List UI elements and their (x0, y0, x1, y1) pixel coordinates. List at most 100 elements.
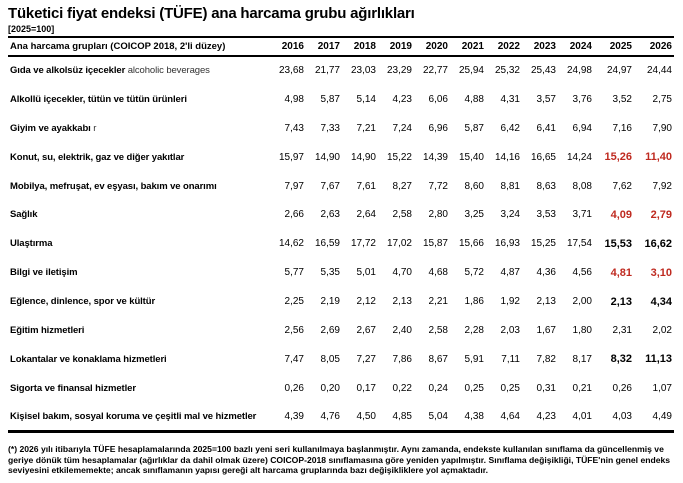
value-cell: 8,81 (500, 180, 520, 192)
value-cell: 24,97 (606, 65, 632, 77)
value-cell: 7,43 (284, 122, 304, 134)
row-label-main: Lokantalar ve konaklama hizmetleri (10, 353, 167, 365)
year-header: 2020 (414, 36, 450, 57)
year-header: 2022 (486, 36, 522, 57)
value-cell: 24,98 (566, 65, 592, 77)
value-cell: 2,67 (356, 324, 376, 336)
value-cell: 0,25 (464, 382, 484, 394)
row-label: Eğlence, dinlence, spor ve kültür (8, 287, 270, 316)
row-label-main: Gıda ve alkolsüz içecekler (10, 65, 126, 77)
value-cell: 4,38 (450, 402, 486, 434)
value-cell: 7,92 (652, 180, 672, 192)
value-cell: 5,91 (464, 353, 484, 365)
page-title: Tüketici fiyat endeksi (TÜFE) ana harcam… (8, 5, 415, 22)
value-cell: 5,14 (356, 93, 376, 105)
value-cell: 16,62 (644, 237, 672, 250)
table-row: Ulaştırma 14,62 16,59 17,72 17,02 15,87 15,66 1… (8, 229, 674, 258)
value-cell: 4,09 (610, 208, 632, 221)
value-cell: 14,62 (278, 238, 304, 250)
value-cell: 4,85 (378, 402, 414, 434)
value-cell: 4,98 (284, 93, 304, 105)
row-label-main: Kişisel bakım, sosyal koruma ve çeşitli … (10, 410, 257, 422)
year-header: 2019 (378, 36, 414, 57)
table-row: Lokantalar ve konaklama hizmetleri 7,47 8,… (8, 345, 674, 374)
value-cell: 3,25 (464, 209, 484, 221)
value-cell: 8,17 (572, 353, 592, 365)
value-cell: 2,13 (610, 295, 632, 308)
value-cell: 0,26 (284, 382, 304, 394)
value-cell: 3,52 (612, 93, 632, 105)
row-label-main: Giyim ve ayakkabı (10, 122, 91, 134)
row-label: Mobilya, mefruşat, ev eşyası, bakım ve o… (8, 172, 270, 201)
value-cell: 14,24 (566, 151, 592, 163)
row-label-main: Sigorta ve finansal hizmetler (10, 382, 136, 394)
row-label-main: Alkollü içecekler, tütün ve tütün ürünle… (10, 93, 187, 105)
row-label: Lokantalar ve konaklama hizmetleri (8, 345, 270, 374)
value-cell: 15,53 (604, 237, 632, 250)
value-cell: 4,23 (522, 402, 558, 434)
value-cell: 2,02 (652, 324, 672, 336)
value-cell: 14,16 (494, 151, 520, 163)
value-cell: 7,27 (356, 353, 376, 365)
value-cell: 22,77 (422, 65, 448, 77)
value-cell: 4,81 (610, 266, 632, 279)
value-cell: 6,41 (536, 122, 556, 134)
table-row: Eğlence, dinlence, spor ve kültür 2,25 2,1… (8, 287, 674, 316)
weights-table: Ana harcama grupları (COICOP 2018, 2'li … (8, 36, 674, 434)
value-cell: 8,63 (536, 180, 556, 192)
value-cell: 23,03 (350, 65, 376, 77)
value-cell: 4,01 (558, 402, 594, 434)
value-cell: 4,03 (594, 402, 634, 434)
value-cell: 11,13 (645, 353, 672, 366)
table-row: Alkollü içecekler, tütün ve tütün ürünle… (8, 85, 674, 114)
value-cell: 16,93 (494, 238, 520, 250)
value-cell: 25,43 (530, 65, 556, 77)
value-cell: 2,12 (356, 296, 376, 308)
value-cell: 7,67 (320, 180, 340, 192)
value-cell: 1,67 (536, 324, 556, 336)
year-header: 2018 (342, 36, 378, 57)
value-cell: 16,65 (530, 151, 556, 163)
value-cell: 4,70 (392, 267, 412, 279)
row-label: Bilgi ve iletişim (8, 258, 270, 287)
value-cell: 24,44 (646, 65, 672, 77)
value-cell: 8,32 (610, 353, 632, 366)
table-row: Kişisel bakım, sosyal koruma ve çeşitli … (8, 402, 674, 434)
value-cell: 3,53 (536, 209, 556, 221)
row-label-main: Sağlık (10, 209, 38, 221)
value-cell: 14,90 (350, 151, 376, 163)
table-row: Bilgi ve iletişim 5,77 5,35 5,01 4,70 4,68 5,7… (8, 258, 674, 287)
value-cell: 7,21 (356, 122, 376, 134)
table-row: Sigorta ve finansal hizmetler 0,26 0,20 0,1… (8, 374, 674, 403)
value-cell: 0,25 (500, 382, 520, 394)
value-cell: 4,64 (486, 402, 522, 434)
value-cell: 5,87 (464, 122, 484, 134)
row-label-suffix: r (90, 122, 97, 134)
row-label-main: Mobilya, mefruşat, ev eşyası, bakım ve o… (10, 180, 217, 192)
value-cell: 2,19 (320, 296, 340, 308)
row-label: Alkollü içecekler, tütün ve tütün ürünle… (8, 85, 270, 114)
value-cell: 8,08 (572, 180, 592, 192)
index-base-note: [2025=100] (8, 24, 55, 34)
value-cell: 8,05 (320, 353, 340, 365)
row-label-main: Eğitim hizmetleri (10, 324, 85, 336)
row-label: Eğitim hizmetleri (8, 316, 270, 345)
row-label: Ulaştırma (8, 229, 270, 258)
value-cell: 1,80 (572, 324, 592, 336)
value-cell: 0,17 (356, 382, 376, 394)
value-cell: 2,21 (428, 296, 448, 308)
value-cell: 14,90 (314, 151, 340, 163)
value-cell: 5,72 (464, 267, 484, 279)
year-header: 2023 (522, 36, 558, 57)
value-cell: 0,20 (320, 382, 340, 394)
value-cell: 4,23 (392, 93, 412, 105)
value-cell: 8,67 (428, 353, 448, 365)
value-cell: 2,03 (500, 324, 520, 336)
value-cell: 25,94 (458, 65, 484, 77)
value-cell: 2,31 (612, 324, 632, 336)
value-cell: 2,13 (536, 296, 556, 308)
value-cell: 4,76 (306, 402, 342, 434)
value-cell: 7,86 (392, 353, 412, 365)
value-cell: 4,56 (572, 267, 592, 279)
